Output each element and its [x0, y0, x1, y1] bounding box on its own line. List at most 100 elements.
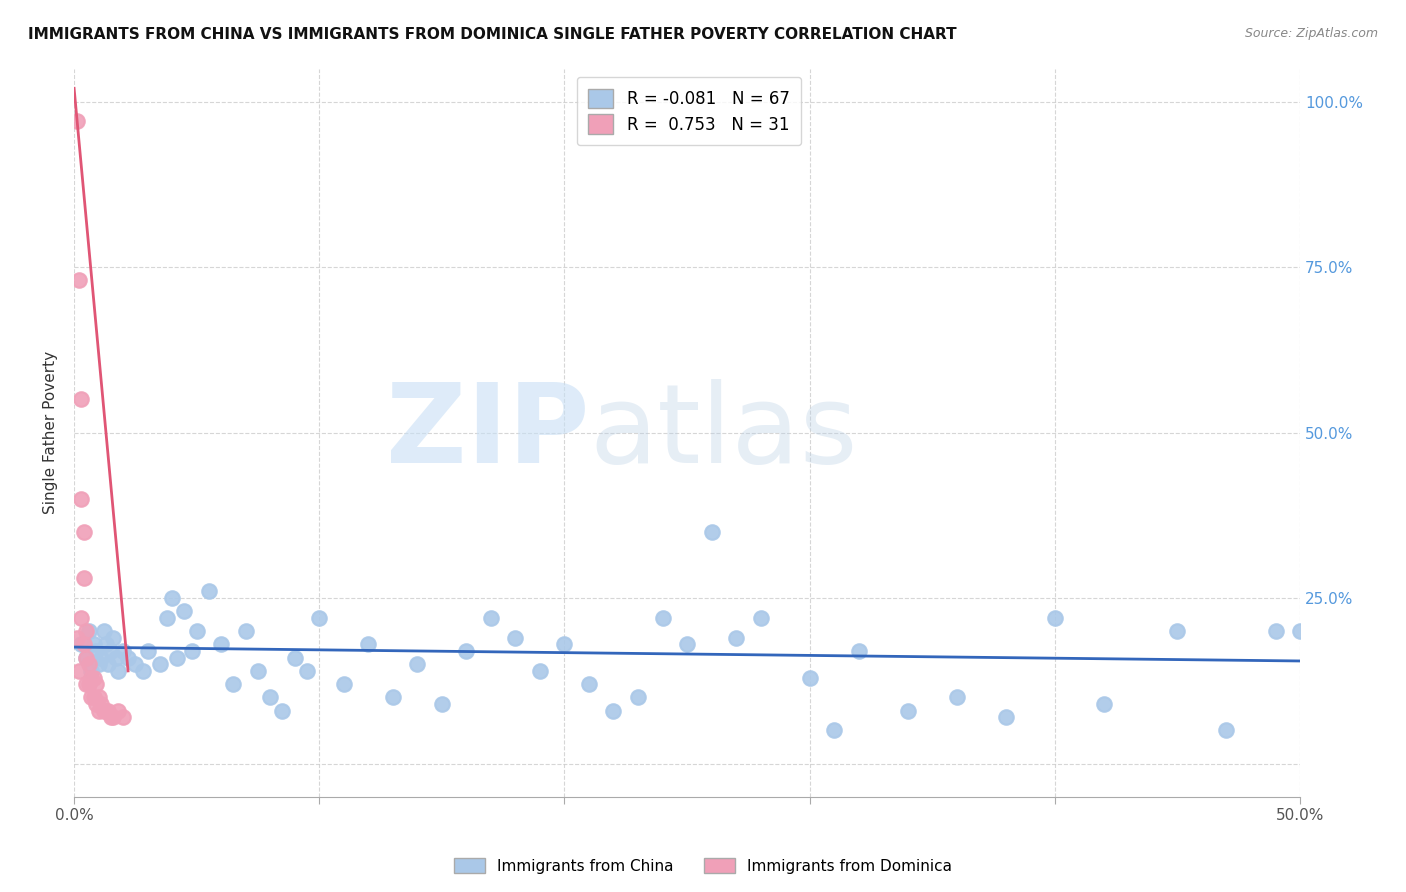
Point	[676, 637, 699, 651]
Point	[80, 664, 103, 678]
Point	[357, 637, 380, 651]
Legend: Immigrants from China, Immigrants from Dominica: Immigrants from China, Immigrants from D…	[449, 852, 957, 880]
Point	[112, 644, 135, 658]
Point	[1264, 624, 1286, 639]
Point	[994, 710, 1017, 724]
Point	[87, 704, 110, 718]
Point	[1166, 624, 1188, 639]
Point	[84, 644, 107, 658]
Point	[246, 664, 269, 678]
Point	[100, 710, 122, 724]
Point	[430, 697, 453, 711]
Point	[295, 664, 318, 678]
Point	[70, 637, 93, 651]
Point	[75, 677, 97, 691]
Point	[259, 690, 281, 705]
Point	[156, 611, 179, 625]
Point	[136, 644, 159, 658]
Point	[84, 697, 107, 711]
Text: atlas: atlas	[589, 379, 858, 486]
Point	[103, 631, 125, 645]
Point	[117, 650, 139, 665]
Point	[222, 677, 245, 691]
Point	[97, 704, 120, 718]
Point	[93, 624, 115, 639]
Point	[823, 723, 845, 738]
Point	[107, 664, 129, 678]
Point	[97, 657, 120, 672]
Point	[67, 664, 90, 678]
Point	[602, 704, 624, 718]
Point	[83, 690, 105, 705]
Point	[73, 571, 96, 585]
Point	[160, 591, 183, 606]
Point	[381, 690, 404, 705]
Point	[73, 637, 96, 651]
Point	[124, 657, 146, 672]
Point	[112, 710, 135, 724]
Point	[77, 657, 100, 672]
Point	[166, 650, 188, 665]
Point	[198, 584, 221, 599]
Point	[1289, 624, 1312, 639]
Legend: R = -0.081   N = 67, R =  0.753   N = 31: R = -0.081 N = 67, R = 0.753 N = 31	[576, 77, 801, 145]
Point	[65, 631, 87, 645]
Point	[75, 650, 97, 665]
Point	[945, 690, 967, 705]
Point	[406, 657, 429, 672]
Point	[173, 604, 195, 618]
Point	[77, 677, 100, 691]
Point	[90, 650, 112, 665]
Point	[73, 524, 96, 539]
Point	[149, 657, 172, 672]
Point	[107, 704, 129, 718]
Text: Source: ZipAtlas.com: Source: ZipAtlas.com	[1244, 27, 1378, 40]
Point	[235, 624, 257, 639]
Point	[799, 671, 821, 685]
Point	[132, 664, 155, 678]
Point	[725, 631, 748, 645]
Point	[65, 114, 87, 128]
Point	[578, 677, 600, 691]
Point	[333, 677, 356, 691]
Point	[94, 637, 117, 651]
Point	[100, 644, 122, 658]
Point	[104, 650, 127, 665]
Point	[67, 273, 90, 287]
Point	[75, 650, 97, 665]
Point	[103, 710, 125, 724]
Point	[70, 611, 93, 625]
Point	[75, 624, 97, 639]
Point	[749, 611, 772, 625]
Point	[80, 690, 103, 705]
Point	[271, 704, 294, 718]
Point	[1043, 611, 1066, 625]
Point	[83, 637, 105, 651]
Point	[87, 657, 110, 672]
Point	[529, 664, 551, 678]
Point	[83, 671, 105, 685]
Point	[897, 704, 920, 718]
Y-axis label: Single Father Poverty: Single Father Poverty	[44, 351, 58, 514]
Point	[479, 611, 502, 625]
Point	[70, 392, 93, 407]
Point	[180, 644, 202, 658]
Point	[284, 650, 307, 665]
Point	[77, 624, 100, 639]
Point	[1215, 723, 1237, 738]
Point	[93, 704, 115, 718]
Point	[70, 491, 93, 506]
Text: ZIP: ZIP	[385, 379, 589, 486]
Point	[80, 671, 103, 685]
Point	[94, 704, 117, 718]
Point	[651, 611, 673, 625]
Point	[700, 524, 723, 539]
Point	[90, 697, 112, 711]
Point	[627, 690, 650, 705]
Point	[1092, 697, 1115, 711]
Point	[209, 637, 232, 651]
Point	[186, 624, 208, 639]
Point	[505, 631, 527, 645]
Point	[308, 611, 330, 625]
Point	[84, 677, 107, 691]
